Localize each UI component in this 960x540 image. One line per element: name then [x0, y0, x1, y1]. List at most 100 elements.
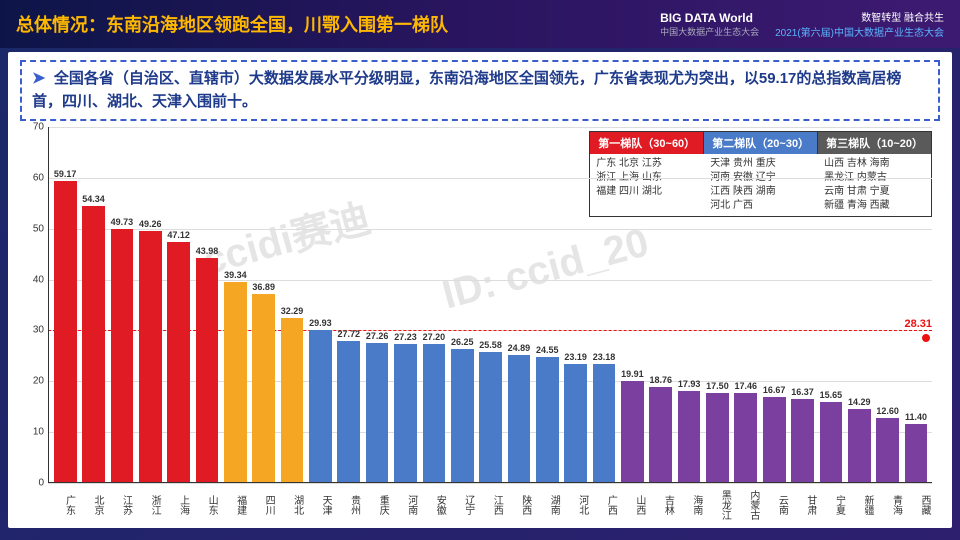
y-tick: 60 — [33, 172, 44, 183]
bar — [54, 181, 77, 482]
bar — [479, 352, 502, 482]
main-panel: ➤ 全国各省（自治区、直辖市）大数据发展水平分级明显，东南沿海地区全国领先，广东… — [8, 52, 952, 528]
x-label: 甘肃 — [789, 483, 818, 523]
bar-wrap: 27.26 — [363, 343, 391, 482]
final-point-label: 28.31 — [904, 318, 932, 330]
bar — [621, 381, 644, 482]
bar — [111, 229, 134, 482]
bar-wrap: 47.12 — [164, 242, 192, 482]
x-label: 新疆 — [846, 483, 875, 523]
bar-wrap: 11.40 — [902, 424, 930, 482]
x-label: 山东 — [191, 483, 220, 523]
bar — [309, 330, 332, 482]
bar — [508, 355, 531, 482]
final-point-dot — [922, 334, 930, 342]
bar — [167, 242, 190, 482]
x-label: 黑龙江 — [704, 483, 733, 523]
bar-value-label: 27.72 — [338, 329, 361, 339]
bar-wrap: 32.29 — [278, 318, 306, 482]
bar-value-label: 15.65 — [820, 390, 843, 400]
bar-value-label: 25.58 — [479, 340, 502, 350]
bar-value-label: 24.89 — [508, 343, 531, 353]
chart-area: ccidi赛迪 ID: ccid_20 第一梯队（30~60）广东 北京 江苏 … — [20, 127, 940, 523]
x-label: 海南 — [675, 483, 704, 523]
x-label: 天津 — [305, 483, 334, 523]
bar-value-label: 19.91 — [621, 369, 644, 379]
bar-wrap: 24.55 — [533, 357, 561, 482]
bar — [905, 424, 928, 482]
bar — [848, 409, 871, 482]
bar — [337, 341, 360, 482]
x-label: 广西 — [590, 483, 619, 523]
logo-main: BIG DATA World — [660, 11, 759, 25]
bar-value-label: 16.67 — [763, 385, 786, 395]
bar — [706, 393, 729, 482]
summary-box: ➤ 全国各省（自治区、直辖市）大数据发展水平分级明显，东南沿海地区全国领先，广东… — [20, 60, 940, 121]
bar-wrap: 49.26 — [136, 231, 164, 482]
y-tick: 40 — [33, 274, 44, 285]
bar-wrap: 16.37 — [788, 399, 816, 482]
x-label: 陕西 — [504, 483, 533, 523]
x-label: 河北 — [561, 483, 590, 523]
bar-wrap: 43.98 — [193, 258, 221, 482]
x-axis-labels: 广东北京江苏浙江上海山东福建四川湖北天津贵州重庆河南安徽辽宁江西陕西湖南河北广西… — [48, 483, 932, 523]
page-title: 总体情况：东南沿海地区领跑全国，川鄂入围第一梯队 — [16, 11, 448, 37]
x-label: 西藏 — [903, 483, 932, 523]
y-tick: 0 — [38, 478, 44, 489]
bar-wrap: 18.76 — [647, 387, 675, 482]
bar-wrap: 16.67 — [760, 397, 788, 482]
bar — [820, 402, 843, 482]
bar — [791, 399, 814, 482]
x-label: 辽宁 — [447, 483, 476, 523]
y-axis: 010203040506070 — [20, 127, 48, 483]
bar-wrap: 12.60 — [873, 418, 901, 482]
bar-value-label: 26.25 — [451, 337, 474, 347]
x-label: 湖南 — [533, 483, 562, 523]
y-tick: 20 — [33, 376, 44, 387]
x-label: 河南 — [390, 483, 419, 523]
bar — [734, 393, 757, 482]
bar-wrap: 17.93 — [675, 391, 703, 482]
bar — [224, 282, 247, 482]
bar-value-label: 32.29 — [281, 306, 304, 316]
x-label: 青海 — [875, 483, 904, 523]
bar-value-label: 12.60 — [876, 406, 899, 416]
bar-wrap: 49.73 — [108, 229, 136, 482]
x-label: 内蒙古 — [732, 483, 761, 523]
x-label: 贵州 — [333, 483, 362, 523]
x-label: 福建 — [219, 483, 248, 523]
bar-value-label: 17.46 — [735, 381, 758, 391]
bar — [281, 318, 304, 482]
bullet-icon: ➤ — [32, 70, 45, 87]
logo-area: BIG DATA World 中国大数据产业生态大会 数智转型 融合共生 202… — [660, 9, 944, 39]
bar-value-label: 43.98 — [196, 246, 219, 256]
bar-wrap: 36.89 — [250, 294, 278, 482]
bar-wrap: 27.20 — [420, 344, 448, 482]
x-label: 四川 — [248, 483, 277, 523]
bar-value-label: 11.40 — [905, 412, 927, 422]
bar — [451, 349, 474, 483]
y-tick: 50 — [33, 223, 44, 234]
bar-value-label: 27.23 — [394, 332, 417, 342]
bar-value-label: 54.34 — [82, 194, 105, 204]
x-label: 安徽 — [419, 483, 448, 523]
bar — [366, 343, 389, 482]
bar-wrap: 17.50 — [703, 393, 731, 482]
bar-value-label: 36.89 — [252, 282, 275, 292]
bar — [593, 364, 616, 482]
bar — [564, 364, 587, 482]
bar — [876, 418, 899, 482]
x-label: 吉林 — [647, 483, 676, 523]
bar-wrap: 54.34 — [79, 206, 107, 482]
bar-value-label: 47.12 — [167, 230, 190, 240]
bar-wrap: 19.91 — [618, 381, 646, 482]
bar-value-label: 23.18 — [593, 352, 616, 362]
bar — [649, 387, 672, 482]
bar-wrap: 27.23 — [391, 344, 419, 482]
x-label: 江西 — [476, 483, 505, 523]
y-tick: 30 — [33, 325, 44, 336]
logo-sub: 中国大数据产业生态大会 — [660, 25, 759, 38]
bar-value-label: 49.26 — [139, 219, 162, 229]
x-label: 重庆 — [362, 483, 391, 523]
bar-value-label: 39.34 — [224, 270, 247, 280]
